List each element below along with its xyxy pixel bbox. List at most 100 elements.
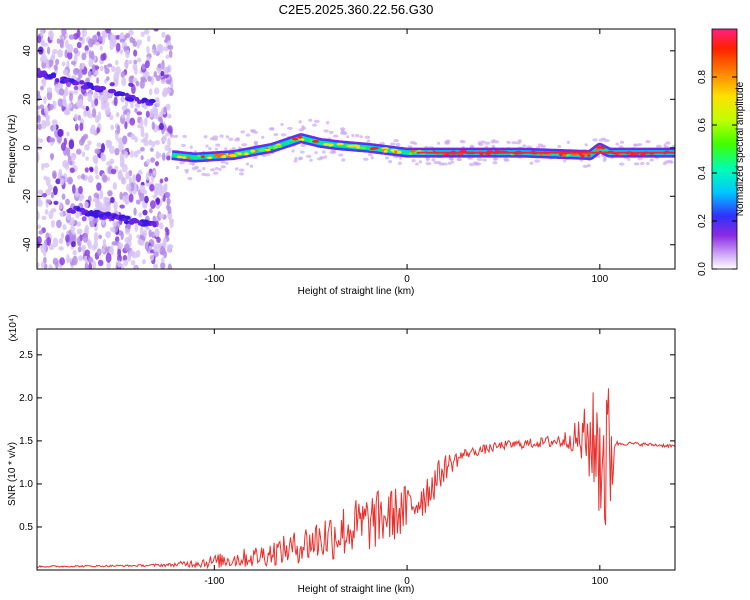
ridge-hotspot [397,150,402,154]
noise-speckle [37,210,40,221]
ridge-haze [341,158,346,162]
noise-speckle [98,94,103,100]
noise-speckle [115,112,120,118]
ridge-haze [351,133,355,138]
noise-speckle [149,147,154,152]
noise-speckle [160,79,166,85]
ridge-haze [218,167,222,171]
noise-speckle [160,70,165,77]
noise-speckle [50,137,56,143]
noise-speckle [93,70,99,76]
ridge-haze [598,138,604,142]
noise-speckle [117,137,124,144]
ridge-haze [640,161,645,166]
ridge-haze [537,143,543,147]
spectrogram-x-label: Height of straight line (km) [298,286,415,297]
noise-speckle [70,60,76,65]
noise-speckle [41,215,47,221]
noise-speckle [133,207,137,216]
ridge-haze [308,118,313,122]
ridge-haze [437,141,441,145]
noise-speckle [124,121,128,130]
noise-speckle [57,81,62,89]
noise-speckle [166,204,170,211]
ridge-haze [584,143,588,147]
ridge-hotspot [383,149,388,153]
noise-speckle [141,259,147,265]
noise-speckle [155,75,161,82]
noise-speckle [46,90,53,101]
noise-speckle [130,260,136,266]
noise-speckle [38,230,44,235]
noise-speckle [116,124,121,135]
noise-speckle [109,33,116,44]
noise-speckle [134,102,140,108]
ridge-haze [220,165,226,169]
noise-band-blob [149,221,157,226]
noise-speckle [109,196,115,204]
noise-speckle [66,254,70,264]
noise-speckle [136,111,143,116]
noise-speckle [125,48,130,59]
ridge-haze [245,162,249,166]
noise-band-blob [46,74,54,79]
noise-speckle [165,132,170,137]
noise-speckle [37,141,40,147]
ridge-haze [201,172,207,176]
noise-speckle [54,83,59,93]
noise-speckle [42,55,48,64]
noise-speckle [117,242,123,250]
noise-speckle [98,35,103,42]
noise-speckle [139,226,144,236]
noise-speckle [104,101,110,107]
noise-band-blob [80,85,89,90]
ridge-haze [321,150,326,154]
noise-speckle [108,247,115,256]
noise-speckle [99,45,103,51]
noise-speckle [122,110,128,115]
noise-speckle [65,39,69,50]
ridge-hotspot [197,154,201,158]
noise-speckle [37,189,44,195]
noise-speckle [87,241,92,250]
noise-speckle [87,175,94,184]
ridge-haze [603,156,607,161]
noise-speckle [78,36,83,41]
noise-speckle [81,245,87,250]
noise-speckle [39,85,44,91]
ridge-haze [666,159,673,164]
y-tick-label: 2.0 [19,393,33,404]
noise-speckle [158,213,165,218]
noise-speckle [58,246,64,251]
noise-band-blob [88,82,94,88]
noise-speckle [57,49,64,58]
noise-band-blob [130,217,138,223]
noise-speckle [148,88,153,96]
noise-speckle [134,136,138,143]
ridge-haze [225,161,229,165]
noise-speckle [120,263,125,269]
noise-speckle [97,111,102,121]
noise-speckle [145,110,150,118]
ridge-haze [220,160,226,164]
noise-speckle [76,174,82,180]
noise-speckle [40,29,44,37]
noise-speckle [121,114,126,119]
noise-speckle [157,63,162,69]
ridge-haze [503,157,509,161]
noise-speckle [37,105,41,110]
colorbar-tick-label: 0.0 [697,262,708,276]
ridge-haze [411,159,416,163]
ridge-haze [450,160,455,164]
ridge-haze [515,141,521,145]
noise-speckle [135,249,141,258]
spectrogram-y-ticks: -40 -20 0 20 40 [22,45,675,252]
x-tick-label: 100 [591,576,608,587]
noise-speckle [149,183,155,192]
ridge-haze [252,155,258,159]
noise-speckle [93,231,99,242]
ridge-hotspot [381,147,389,150]
noise-speckle [134,66,138,76]
noise-speckle [69,92,73,102]
ridge-haze [413,141,418,146]
